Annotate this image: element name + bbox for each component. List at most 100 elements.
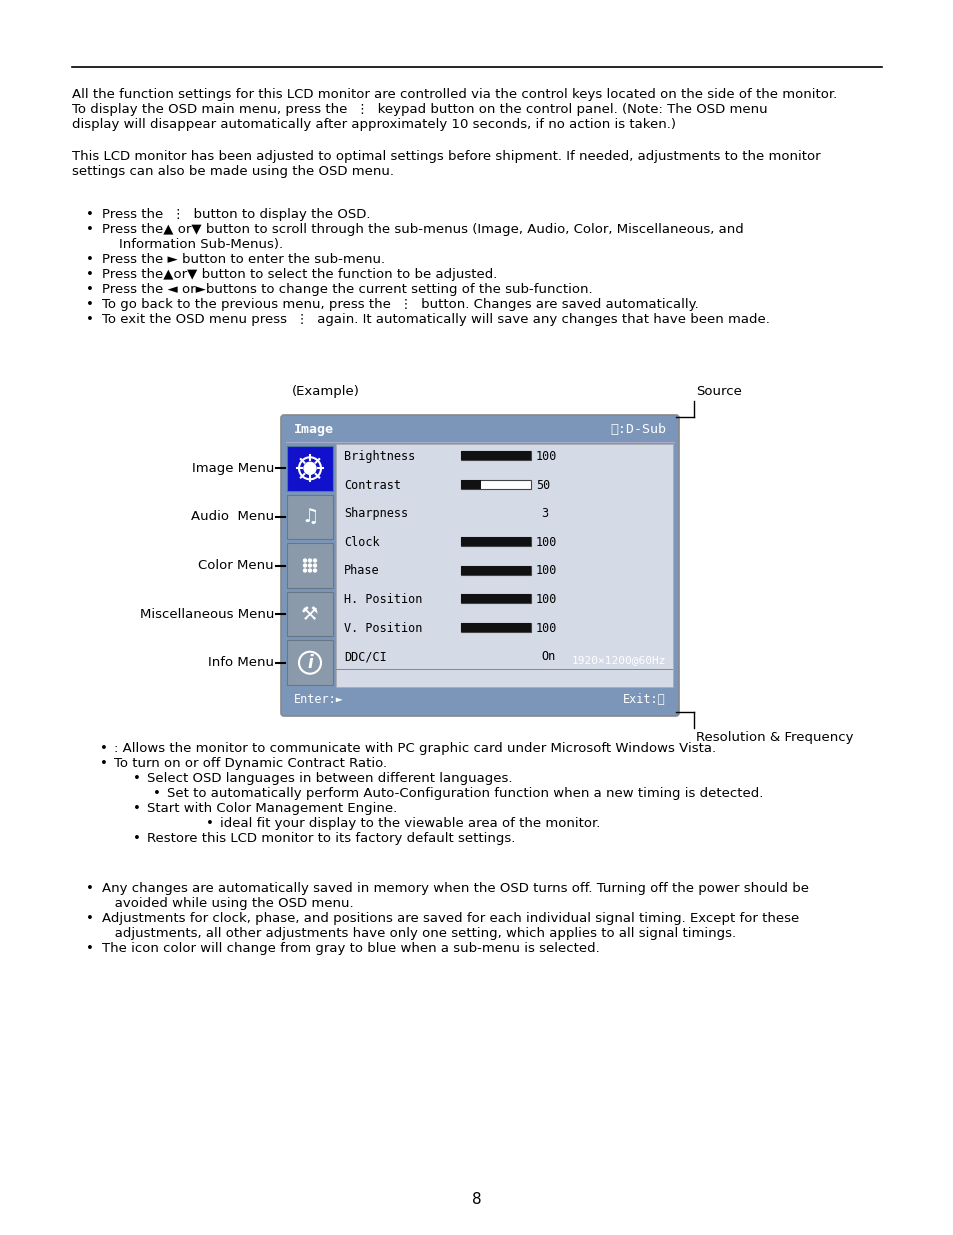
Text: Info Menu: Info Menu: [208, 656, 274, 669]
Text: Sharpness: Sharpness: [344, 508, 408, 520]
Text: 1920×1200@60Hz: 1920×1200@60Hz: [571, 655, 665, 664]
Bar: [460, 622, 531, 632]
Text: display will disappear automatically after approximately 10 seconds, if no actio: display will disappear automatically aft…: [71, 119, 676, 131]
Text: Brightness: Brightness: [344, 450, 415, 463]
Text: •: •: [86, 911, 93, 925]
Text: •: •: [86, 882, 93, 895]
Circle shape: [314, 569, 316, 572]
Circle shape: [308, 564, 312, 567]
Text: Press the  ⋮  button to display the OSD.: Press the ⋮ button to display the OSD.: [102, 207, 370, 221]
Text: Audio  Menu: Audio Menu: [191, 510, 274, 524]
Bar: [335, 445, 672, 687]
Circle shape: [314, 564, 316, 567]
Text: Phase: Phase: [344, 564, 379, 578]
Text: Select OSD languages in between different languages.: Select OSD languages in between differen…: [147, 772, 512, 785]
Text: •: •: [86, 298, 93, 311]
Text: ⎙:D-Sub: ⎙:D-Sub: [609, 424, 665, 436]
Text: Information Sub-Menus).: Information Sub-Menus).: [102, 238, 283, 251]
Bar: [460, 479, 480, 489]
Bar: [287, 446, 333, 490]
Bar: [460, 566, 531, 574]
Text: DDC/CI: DDC/CI: [344, 651, 386, 663]
Text: To turn on or off Dynamic Contract Ratio.: To turn on or off Dynamic Contract Ratio…: [113, 757, 387, 769]
Bar: [460, 451, 531, 459]
Text: 8: 8: [472, 1193, 481, 1208]
Text: 3: 3: [540, 508, 548, 520]
Text: Enter:►: Enter:►: [294, 693, 343, 706]
Bar: [287, 641, 333, 685]
Circle shape: [314, 559, 316, 562]
Circle shape: [308, 559, 312, 562]
Text: 50: 50: [536, 479, 550, 492]
Text: Resolution & Frequency: Resolution & Frequency: [696, 731, 853, 743]
Text: adjustments, all other adjustments have only one setting, which applies to all s: adjustments, all other adjustments have …: [102, 927, 736, 940]
Text: 100: 100: [536, 536, 557, 548]
Text: : Allows the monitor to communicate with PC graphic card under Microsoft Windows: : Allows the monitor to communicate with…: [113, 742, 716, 755]
Text: This LCD monitor has been adjusted to optimal settings before shipment. If neede: This LCD monitor has been adjusted to op…: [71, 149, 820, 163]
Text: Contrast: Contrast: [344, 479, 400, 492]
Bar: [460, 622, 531, 632]
Text: 100: 100: [536, 564, 557, 578]
Text: •: •: [132, 802, 141, 815]
Text: 100: 100: [536, 621, 557, 635]
Circle shape: [304, 462, 315, 474]
Circle shape: [303, 569, 306, 572]
Text: i: i: [307, 653, 313, 672]
Text: Miscellaneous Menu: Miscellaneous Menu: [139, 608, 274, 621]
Text: •: •: [86, 942, 93, 955]
Text: •: •: [86, 268, 93, 282]
Text: •: •: [152, 787, 161, 800]
Bar: [287, 494, 333, 540]
Text: Image: Image: [294, 424, 334, 436]
Text: ♫: ♫: [301, 508, 318, 526]
Bar: [287, 543, 333, 588]
Text: (Example): (Example): [292, 385, 359, 398]
Text: •: •: [100, 757, 108, 769]
Circle shape: [303, 559, 306, 562]
Text: avoided while using the OSD menu.: avoided while using the OSD menu.: [102, 897, 354, 910]
Text: settings can also be made using the OSD menu.: settings can also be made using the OSD …: [71, 165, 394, 178]
Text: Press the ► button to enter the sub-menu.: Press the ► button to enter the sub-menu…: [102, 253, 385, 266]
Text: The icon color will change from gray to blue when a sub-menu is selected.: The icon color will change from gray to …: [102, 942, 599, 955]
Text: •: •: [132, 772, 141, 785]
Text: ⚒: ⚒: [301, 605, 318, 624]
Circle shape: [308, 569, 312, 572]
Text: 100: 100: [536, 450, 557, 463]
Text: •: •: [86, 283, 93, 296]
Circle shape: [303, 564, 306, 567]
Text: All the function settings for this LCD monitor are controlled via the control ke: All the function settings for this LCD m…: [71, 88, 837, 101]
Bar: [460, 594, 531, 603]
Bar: [460, 537, 531, 546]
Bar: [287, 592, 333, 636]
Text: Set to automatically perform Auto-Configuration function when a new timing is de: Set to automatically perform Auto-Config…: [167, 787, 762, 800]
Text: •: •: [100, 742, 108, 755]
Bar: [460, 594, 531, 603]
Text: •: •: [86, 312, 93, 326]
Text: Press the▲ or▼ button to scroll through the sub-menus (Image, Audio, Color, Misc: Press the▲ or▼ button to scroll through …: [102, 224, 743, 236]
Text: Source: Source: [696, 385, 741, 398]
Bar: [460, 451, 531, 459]
Bar: [460, 537, 531, 546]
Text: H. Position: H. Position: [344, 593, 422, 606]
Text: To go back to the previous menu, press the  ⋮  button. Changes are saved automat: To go back to the previous menu, press t…: [102, 298, 698, 311]
Text: •: •: [206, 818, 213, 830]
Text: Color Menu: Color Menu: [198, 559, 274, 572]
Text: Restore this LCD monitor to its factory default settings.: Restore this LCD monitor to its factory …: [147, 832, 515, 845]
Text: •: •: [132, 832, 141, 845]
Text: Adjustments for clock, phase, and positions are saved for each individual signal: Adjustments for clock, phase, and positi…: [102, 911, 799, 925]
Text: Image Menu: Image Menu: [192, 462, 274, 474]
Text: On: On: [540, 651, 555, 663]
Text: Exit:⋮: Exit:⋮: [622, 693, 665, 706]
Text: ideal fit your display to the viewable area of the monitor.: ideal fit your display to the viewable a…: [220, 818, 599, 830]
Text: •: •: [86, 224, 93, 236]
Text: •: •: [86, 253, 93, 266]
Bar: [460, 566, 531, 574]
Text: Start with Color Management Engine.: Start with Color Management Engine.: [147, 802, 396, 815]
Text: V. Position: V. Position: [344, 621, 422, 635]
Text: •: •: [86, 207, 93, 221]
Text: Press the▲or▼ button to select the function to be adjusted.: Press the▲or▼ button to select the funct…: [102, 268, 497, 282]
Bar: [460, 479, 531, 489]
Text: To display the OSD main menu, press the  ⋮  keypad button on the control panel. : To display the OSD main menu, press the …: [71, 103, 767, 116]
Text: Press the ◄ or►buttons to change the current setting of the sub-function.: Press the ◄ or►buttons to change the cur…: [102, 283, 592, 296]
Text: Clock: Clock: [344, 536, 379, 548]
